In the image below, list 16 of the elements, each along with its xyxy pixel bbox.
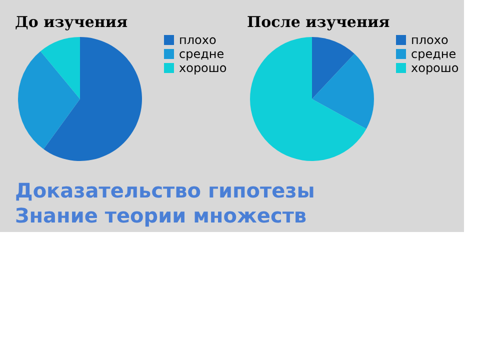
legend-label: хорошо <box>411 61 459 75</box>
legend-label: средне <box>411 47 456 61</box>
legend-label: средне <box>179 47 224 61</box>
text: Знание теории множеств <box>15 204 307 228</box>
legend-label: плохо <box>411 33 448 47</box>
legend-label: плохо <box>179 33 216 47</box>
pie-slice <box>312 54 374 129</box>
pie-slice <box>18 51 80 150</box>
legend-label: хорошо <box>179 61 227 75</box>
pie-slice <box>312 37 354 99</box>
chart-title: До изучения <box>15 13 128 31</box>
pie-slice <box>40 37 80 99</box>
chart-title: После изучения <box>247 13 390 31</box>
pie-slice <box>44 37 142 161</box>
text: Доказательство гипотезы <box>15 178 315 202</box>
pie-slice <box>250 37 366 161</box>
